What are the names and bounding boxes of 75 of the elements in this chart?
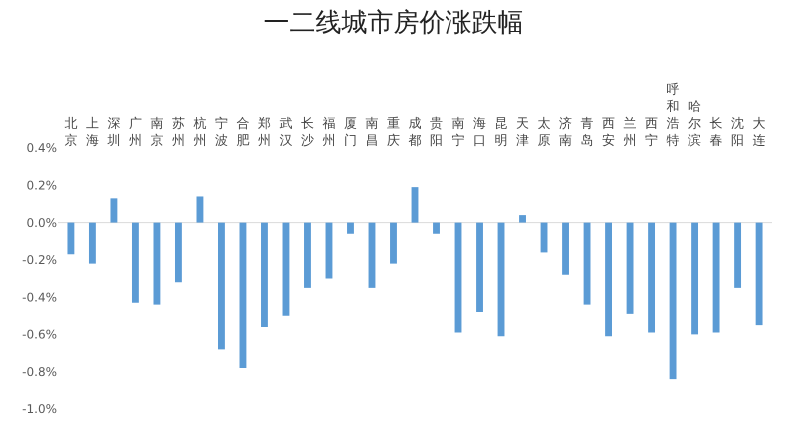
bar <box>756 222 763 326</box>
bar <box>196 196 204 223</box>
bar <box>540 222 548 252</box>
x-tick-label: 上海 <box>86 116 99 148</box>
x-tick-label: 济南 <box>559 116 572 148</box>
bar <box>347 222 354 234</box>
bar <box>174 222 182 282</box>
bar <box>261 222 268 327</box>
y-tick-label: -1.0% <box>22 402 57 416</box>
bar <box>67 222 74 254</box>
bar <box>282 222 290 316</box>
x-tick-label: 郑州 <box>258 116 271 148</box>
bar <box>132 222 139 303</box>
bar <box>218 222 225 350</box>
x-tick-label: 贵阳 <box>430 116 444 148</box>
y-tick-label: 0.4% <box>26 141 57 156</box>
bar <box>454 222 462 333</box>
bar <box>584 222 590 305</box>
x-tick-label: 重庆 <box>386 116 400 148</box>
y-tick-label: -0.4% <box>22 290 57 304</box>
x-tick-label: 长沙 <box>300 116 314 148</box>
x-tick-label: 南宁 <box>452 116 465 148</box>
bar <box>368 222 376 288</box>
bar <box>433 222 440 234</box>
x-tick-label: 兰州 <box>624 116 637 148</box>
x-tick-label: 长春 <box>710 116 723 148</box>
bar <box>390 222 397 264</box>
x-tick-label: 南昌 <box>365 116 378 148</box>
bar <box>153 222 160 305</box>
x-tick-label: 北京 <box>64 116 78 148</box>
x-tick-label: 沈阳 <box>731 116 744 148</box>
x-tick-label: 广州 <box>128 116 142 148</box>
x-tick-label: 武汉 <box>279 116 292 148</box>
x-tick-label: 杭州 <box>192 116 206 148</box>
bar <box>498 222 504 336</box>
y-tick-label: 0.2% <box>26 178 57 192</box>
x-tick-label: 南京 <box>150 116 164 148</box>
x-tick-label: 昆明 <box>494 116 508 148</box>
bar <box>88 222 96 264</box>
x-tick-label: 福州 <box>322 116 336 148</box>
y-tick-label: -0.6% <box>22 328 57 342</box>
x-tick-label: 西安 <box>602 116 616 148</box>
bar <box>626 222 634 314</box>
x-tick-label: 厦门 <box>344 116 357 148</box>
chart-title: 一二线城市房价涨跌幅 <box>264 8 524 38</box>
x-tick-label: 大连 <box>752 116 766 148</box>
bar <box>605 222 612 336</box>
y-tick-label: -0.8% <box>22 364 57 379</box>
x-tick-label: 哈尔滨 <box>688 100 702 148</box>
bar <box>691 222 698 334</box>
bar <box>519 215 526 223</box>
x-tick-label: 呼和浩特 <box>666 82 680 148</box>
x-tick-label: 成都 <box>408 116 422 148</box>
y-tick-label: -0.2% <box>22 253 57 268</box>
bar <box>476 222 483 312</box>
x-tick-label: 深圳 <box>106 116 120 148</box>
bar <box>670 222 677 380</box>
x-tick-label: 天津 <box>516 116 530 148</box>
x-tick-label: 苏州 <box>172 116 185 148</box>
y-tick-label: 0.0% <box>26 216 57 230</box>
x-tick-label: 西宁 <box>645 116 658 148</box>
x-tick-label: 太原 <box>538 116 551 148</box>
bar <box>562 222 569 275</box>
x-tick-label: 青岛 <box>580 116 594 148</box>
x-tick-label: 宁波 <box>214 116 228 148</box>
bar <box>326 222 332 278</box>
x-tick-label: 海口 <box>473 116 486 148</box>
bar <box>304 222 311 288</box>
bar <box>110 198 118 223</box>
bar <box>734 222 742 288</box>
bar <box>240 222 246 368</box>
bar <box>412 187 418 223</box>
bar <box>712 222 720 333</box>
x-tick-label: 合肥 <box>236 116 250 148</box>
bar <box>648 222 656 333</box>
